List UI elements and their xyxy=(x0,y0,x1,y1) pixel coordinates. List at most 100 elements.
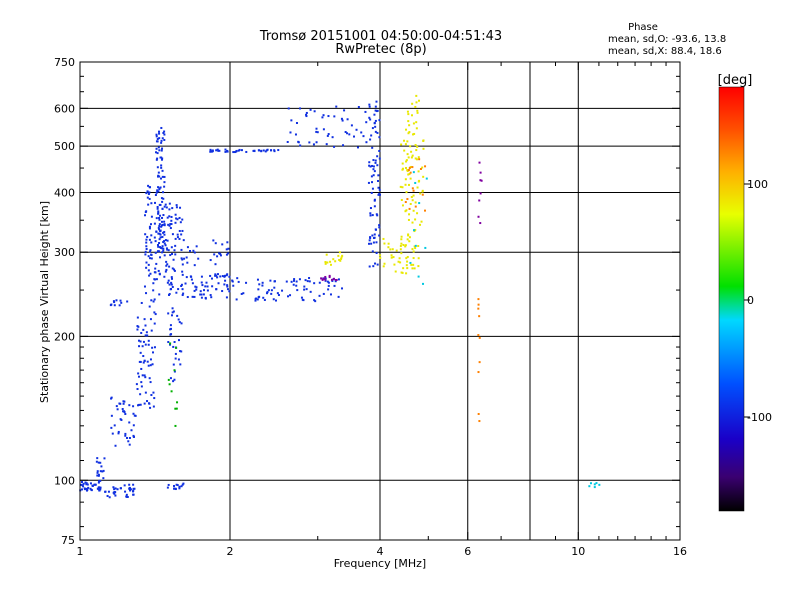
data-point xyxy=(415,158,418,161)
data-point xyxy=(382,265,385,268)
data-point xyxy=(160,164,163,167)
data-point xyxy=(121,408,124,411)
data-point xyxy=(270,292,273,295)
data-point xyxy=(206,289,209,292)
data-point xyxy=(321,278,324,281)
data-point xyxy=(161,200,164,203)
data-point xyxy=(122,402,125,405)
data-point xyxy=(144,233,147,236)
colorbar-tick-minus-100: -100 xyxy=(747,411,772,424)
data-point xyxy=(102,469,105,472)
data-point xyxy=(129,489,132,492)
data-point xyxy=(150,215,153,218)
data-point xyxy=(377,186,380,189)
data-point xyxy=(180,283,183,286)
data-point xyxy=(391,248,394,251)
data-point xyxy=(146,334,149,337)
data-point xyxy=(409,165,412,168)
data-point xyxy=(341,119,344,122)
data-point xyxy=(478,199,481,202)
data-point xyxy=(174,346,177,349)
data-point xyxy=(157,232,160,235)
data-point xyxy=(171,311,174,314)
data-point xyxy=(136,388,139,391)
data-point xyxy=(378,157,381,160)
data-point xyxy=(254,299,257,302)
data-point xyxy=(158,132,161,135)
colorbar-tick-0: 0 xyxy=(747,294,754,307)
data-point xyxy=(179,221,182,224)
data-point xyxy=(162,249,165,252)
data-point xyxy=(169,324,172,327)
data-point xyxy=(411,187,414,190)
data-point xyxy=(122,410,125,413)
data-point xyxy=(161,235,164,238)
data-point xyxy=(114,487,117,490)
data-point xyxy=(145,245,148,248)
data-point xyxy=(163,233,166,236)
data-point xyxy=(125,436,128,439)
data-point xyxy=(372,265,375,268)
data-point xyxy=(477,412,480,415)
data-point xyxy=(372,168,375,171)
data-point xyxy=(593,486,596,489)
data-point xyxy=(478,336,481,339)
data-point xyxy=(135,383,138,386)
data-point xyxy=(142,328,145,331)
data-point xyxy=(113,304,116,307)
data-point xyxy=(315,127,318,130)
data-point xyxy=(132,424,135,427)
data-point xyxy=(373,236,376,239)
data-point xyxy=(296,289,299,292)
data-point xyxy=(111,432,114,435)
data-point xyxy=(149,381,152,384)
data-point xyxy=(170,219,173,222)
data-point xyxy=(162,247,165,250)
data-point xyxy=(143,402,146,405)
data-point xyxy=(197,257,200,260)
data-point xyxy=(407,218,410,221)
data-point xyxy=(304,279,307,282)
data-point xyxy=(176,484,179,487)
data-point xyxy=(156,157,159,160)
data-point xyxy=(262,296,265,299)
data-point xyxy=(174,244,177,247)
data-point xyxy=(265,149,268,152)
data-point xyxy=(325,143,328,146)
data-point xyxy=(258,295,261,298)
data-point xyxy=(99,461,102,464)
data-point xyxy=(164,244,167,247)
data-point xyxy=(398,257,401,260)
data-point xyxy=(169,343,172,346)
data-point xyxy=(407,173,410,176)
data-point xyxy=(158,137,161,140)
data-point xyxy=(163,138,166,141)
data-point xyxy=(179,363,182,366)
data-point xyxy=(277,149,280,152)
data-point xyxy=(406,198,409,201)
data-point xyxy=(394,270,397,273)
data-point xyxy=(156,205,159,208)
data-point xyxy=(169,377,172,380)
data-point xyxy=(373,233,376,236)
data-point xyxy=(410,263,413,266)
data-point xyxy=(401,271,404,274)
data-point xyxy=(157,146,160,149)
data-point xyxy=(408,240,411,243)
data-point xyxy=(85,483,88,486)
data-point xyxy=(378,149,381,152)
data-point xyxy=(218,149,221,152)
data-point xyxy=(376,131,379,134)
data-point xyxy=(148,274,151,277)
data-point xyxy=(411,133,414,136)
data-point xyxy=(167,312,170,315)
data-point xyxy=(408,167,411,170)
data-point xyxy=(180,248,183,251)
data-point xyxy=(164,203,167,206)
data-point xyxy=(167,279,170,282)
data-point xyxy=(132,434,135,437)
data-point xyxy=(200,275,203,278)
data-point xyxy=(154,267,157,270)
grid-lines xyxy=(80,62,680,540)
data-point xyxy=(157,171,160,174)
